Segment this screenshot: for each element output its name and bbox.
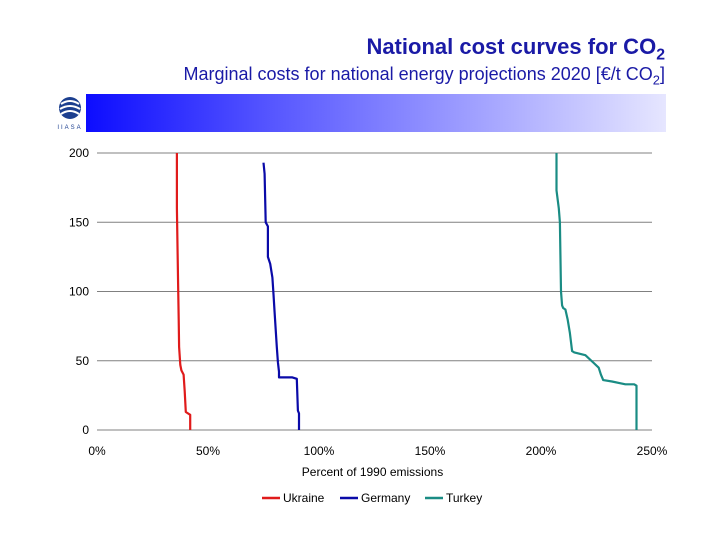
globe-logo-icon: IIASA [57, 97, 82, 131]
x-tick-label: 100% [304, 444, 335, 458]
x-tick-label: 50% [196, 444, 220, 458]
legend-label-germany: Germany [361, 491, 410, 505]
y-tick-label: 150 [69, 215, 89, 229]
page-title: National cost curves for CO2 [366, 34, 665, 64]
legend-label-turkey: Turkey [446, 491, 482, 505]
series-line-turkey [555, 153, 638, 430]
y-tick-label: 200 [69, 146, 89, 160]
logo: IIASA [54, 94, 86, 132]
x-tick-label: 0% [88, 444, 106, 458]
series-line-ukraine [175, 153, 192, 430]
series-line-germany [262, 162, 301, 430]
y-tick-label: 100 [69, 285, 89, 299]
x-tick-label: 200% [526, 444, 557, 458]
x-tick-label: 150% [415, 444, 446, 458]
x-tick-label: 250% [637, 444, 668, 458]
x-axis-label: Percent of 1990 emissions [302, 465, 443, 479]
y-tick-label: 50 [76, 354, 90, 368]
y-tick-label: 0 [82, 423, 89, 437]
legend-label-ukraine: Ukraine [283, 491, 325, 505]
page-subtitle: Marginal costs for national energy proje… [183, 64, 665, 88]
header-banner: IIASA [54, 94, 666, 132]
logo-text: IIASA [57, 125, 82, 131]
